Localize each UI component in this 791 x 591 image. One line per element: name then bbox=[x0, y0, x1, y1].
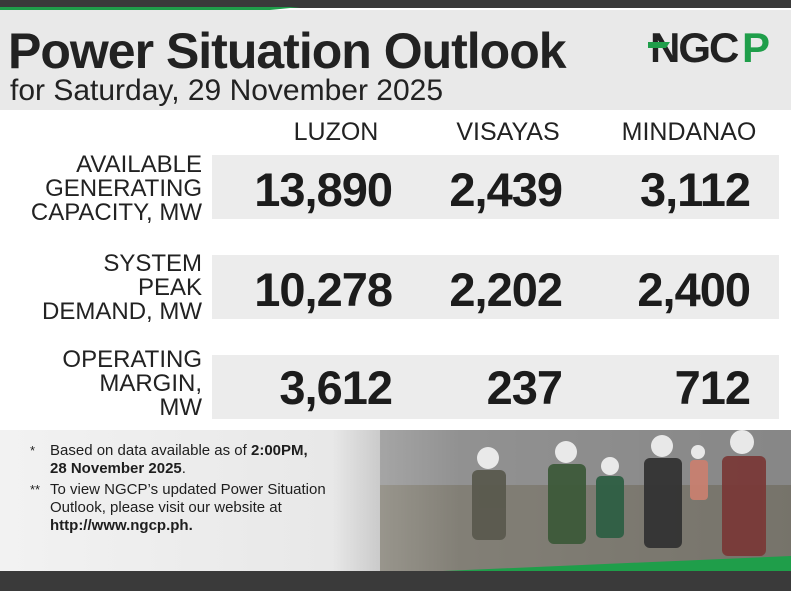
footnote-2-mark: ** bbox=[30, 482, 41, 497]
linemen-photo bbox=[0, 430, 791, 571]
column-header-visayas: VISAYAS bbox=[456, 118, 560, 146]
top-dark-bar bbox=[0, 0, 791, 8]
value-demand-luzon: 10,278 bbox=[254, 263, 393, 316]
footnotes: * Based on data available as of 2:00PM, … bbox=[30, 442, 360, 538]
row-band-margin bbox=[212, 355, 779, 419]
value-margin-mindanao: 712 bbox=[674, 361, 751, 414]
value-demand-mindanao: 2,400 bbox=[637, 263, 751, 316]
footnote-1-time: 2:00PM, bbox=[250, 442, 308, 459]
bottom-dark-bar bbox=[0, 571, 791, 591]
page-title: Power Situation Outlook bbox=[8, 23, 567, 79]
footnote-1-date: 28 November 2025 bbox=[50, 460, 182, 477]
footnote-1-text: Based on data available as of bbox=[50, 442, 251, 459]
footnote-1-end: . bbox=[181, 460, 186, 477]
footnote-2: ** To view NGCP’s updated Power Situatio… bbox=[30, 481, 360, 535]
value-margin-luzon: 3,612 bbox=[279, 361, 393, 414]
value-demand-visayas: 2,202 bbox=[449, 263, 563, 316]
value-capacity-visayas: 2,439 bbox=[449, 163, 563, 216]
svg-text:P: P bbox=[742, 24, 770, 70]
row-label-demand: SYSTEM PEAK DEMAND, MW bbox=[42, 250, 202, 325]
page-subtitle: for Saturday, 29 November 2025 bbox=[10, 74, 444, 107]
column-header-luzon: LUZON bbox=[293, 118, 379, 146]
row-label-margin: OPERATING MARGIN, MW bbox=[62, 346, 202, 421]
website-link[interactable]: http://www.ngcp.ph bbox=[50, 517, 189, 534]
value-capacity-mindanao: 3,112 bbox=[639, 163, 751, 216]
footnote-2-text: To view NGCP’s updated Power Situation O… bbox=[50, 481, 326, 516]
bottom-green-accent bbox=[0, 556, 791, 572]
value-capacity-luzon: 13,890 bbox=[254, 163, 393, 216]
footnote-2-end: . bbox=[188, 517, 193, 534]
row-band-demand bbox=[212, 255, 779, 319]
header: Power Situation Outlook for Saturday, 29… bbox=[0, 10, 791, 110]
row-band-capacity bbox=[212, 155, 779, 219]
value-margin-visayas: 237 bbox=[486, 361, 563, 414]
footnote-1: * Based on data available as of 2:00PM, … bbox=[30, 442, 360, 478]
column-header-mindanao: MINDANAO bbox=[621, 118, 757, 146]
footnote-1-mark: * bbox=[30, 443, 36, 458]
row-label-capacity: AVAILABLE GENERATING CAPACITY, MW bbox=[30, 151, 202, 226]
ngcp-logo: NGC P bbox=[648, 24, 782, 71]
